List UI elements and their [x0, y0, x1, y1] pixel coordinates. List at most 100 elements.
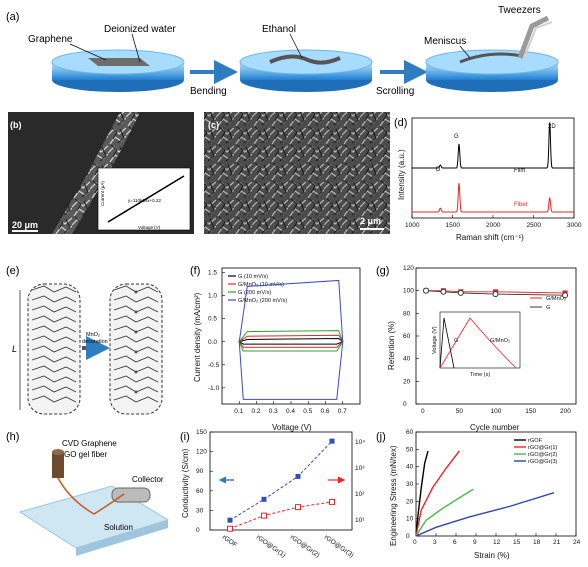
label-scrolling: Scrolling	[376, 86, 414, 97]
cv-legend-label: G (10 mV/s)	[238, 274, 268, 280]
label-cvd-graphene: CVD Graphene	[62, 439, 117, 448]
gcd-ylabel: Voltage (V)	[432, 326, 438, 354]
arrow-text-mno2: MnO₂	[86, 332, 100, 338]
ret-legend-label: G	[546, 305, 550, 311]
raman-series-film	[412, 122, 574, 169]
cv-xtick-label: 0.1	[234, 408, 243, 415]
graphene-flake	[31, 375, 77, 383]
graphene-flake	[31, 365, 77, 373]
gcd-curve-g	[439, 317, 455, 369]
fiber-nozzle	[52, 452, 64, 478]
graphene-flake	[113, 295, 159, 303]
panel-g-label: (g)	[376, 265, 389, 277]
cv-xtick-label: 0.2	[252, 408, 261, 415]
fiber-shape	[52, 112, 140, 234]
ss-series-line	[415, 450, 460, 537]
label-bending: Bending	[190, 86, 227, 97]
ret-marker-circle	[423, 287, 429, 294]
iv-xlabel: Voltage (V)	[138, 225, 161, 230]
panel-c-label: (c)	[208, 120, 219, 130]
panel-b-label: (b)	[10, 120, 22, 130]
stress-plot: 0 3 6 9 12 15 18 21 24 0 10 20 30 40 50 60 rGOFrGO@Gr(1)…	[406, 429, 581, 546]
cond-category-label: rGO@Gr(2)	[289, 534, 321, 559]
ss-ytick-label: 40	[406, 464, 414, 471]
graphene-flake	[113, 335, 159, 343]
cv-xtick-label: 0.3	[269, 408, 278, 415]
cv-ytick-label: -0.5	[208, 362, 220, 369]
raman-series-fiber	[412, 183, 574, 213]
cond-ytick-label: 150	[196, 429, 207, 436]
cond-marker-open	[227, 525, 233, 532]
raman-peak-d: D	[436, 167, 441, 173]
raman-ylabel: Intensity (a.u.)	[397, 149, 406, 200]
retention-plot: 0 50 100 150 200 0 20 40 60 80 100 120 G/MnO₂ G G G/MnO…	[403, 265, 571, 415]
gcd-label-g: G	[454, 338, 458, 344]
panel-f: (f) 0.1 0.2 0.3 0.4 0.5 0.6 0.7 -1.0 -0.5 0.0 0.5 1…	[190, 265, 361, 432]
scrolled-fiber	[459, 52, 523, 64]
cv-ylabel: Current density (mA/cm²)	[193, 292, 202, 382]
graphene-flake	[31, 395, 77, 403]
label-graphene: Graphene	[28, 34, 73, 45]
cond-marker-filled	[295, 473, 301, 479]
cv-plot: 0.1 0.2 0.3 0.4 0.5 0.6 0.7 -1.0 -0.5 0.0 0.5 1.0 1.…	[208, 270, 347, 415]
mno2-particle	[134, 330, 138, 334]
ss-legend-label: rGO@Gr(2)	[528, 452, 557, 458]
tweezers-shape	[517, 15, 550, 59]
fiber-schematic-plain	[27, 283, 81, 415]
ret-ytick-label: 100	[403, 288, 414, 295]
cond-category-label: rGO@Gr(1)	[255, 534, 287, 559]
cond-marker-open	[261, 512, 267, 519]
ss-ytick-label: 50	[406, 446, 414, 453]
cond-ytick-label: 30	[196, 507, 204, 514]
panel-e: (e) L MnO₂ decoration	[6, 265, 163, 415]
ret-ytick-label: 40	[403, 356, 411, 363]
cond-category-label: rGOF	[221, 534, 238, 549]
ret-ytick-label: 80	[403, 310, 411, 317]
mno2-particle	[134, 290, 138, 294]
cv-xlabel: Voltage (V)	[272, 423, 312, 432]
gcd-curve-gmno2	[439, 317, 517, 369]
panel-j-label: (j)	[376, 431, 386, 443]
label-collector: Collector	[132, 475, 164, 484]
raman-xlabel: Raman shift (cm⁻¹)	[456, 233, 524, 242]
ss-ytick-label: 0	[406, 533, 410, 540]
ret-ytick-label: 120	[403, 265, 414, 272]
graphene-sheet	[88, 58, 150, 66]
cv-loop-0	[237, 337, 344, 345]
cond-ytick-label: 60	[196, 488, 204, 495]
iv-ylabel: Current (μA)	[100, 181, 105, 206]
ret-ytick-label: 60	[403, 333, 411, 340]
panel-h: (h) CVD Graphene GO gel fiber Collector …	[6, 431, 170, 556]
mno2-particle	[134, 370, 138, 374]
graphene-flake	[31, 355, 77, 363]
ss-ytick-label: 30	[406, 481, 414, 488]
raman-peak-g: G	[454, 134, 459, 140]
ss-xtick-label: 0	[413, 539, 417, 546]
length-label: L	[12, 344, 17, 354]
mno2-particle	[134, 310, 138, 314]
label-solution: Solution	[104, 523, 133, 532]
conductivity-ylabel: Conductivity (S/cm)	[181, 448, 190, 518]
panel-i: (i) 0 30 60 90 120 150 10¹ 10² 10³ 10⁴ rGOF rGO@Gr(…	[180, 429, 365, 559]
cond-ytick-label: 90	[196, 468, 204, 475]
conductivity-plot-frame	[209, 431, 353, 531]
panel-i-label: (i)	[180, 431, 190, 443]
label-tweezers: Tweezers	[498, 5, 541, 16]
panel-j: (j) 0 3 6 9 12 15 18 21 240102030405060rGOFrGO@G…	[376, 429, 581, 560]
cv-ytick-label: -1.0	[208, 385, 220, 392]
cond-right-tick-label: 10¹	[355, 517, 365, 524]
cv-ytick-label: 1.0	[208, 293, 217, 300]
graphene-flake	[31, 315, 77, 323]
ss-ytick-label: 10	[406, 516, 414, 523]
cond-marker-open	[329, 498, 335, 505]
cond-right-tick-label: 10²	[355, 491, 365, 498]
cond-category-label: rGO@Gr(3)	[323, 534, 355, 559]
graphene-flake	[31, 335, 77, 343]
cond-right-tick-label: 10⁴	[355, 439, 365, 446]
ret-ytick-label: 0	[403, 401, 407, 408]
ret-marker-circle	[457, 289, 464, 296]
petri-dish-1	[51, 49, 185, 92]
ss-legend-label: rGO@Gr(1)	[528, 445, 557, 451]
ss-ytick-label: 60	[406, 429, 414, 436]
bending-sheet	[269, 54, 341, 65]
